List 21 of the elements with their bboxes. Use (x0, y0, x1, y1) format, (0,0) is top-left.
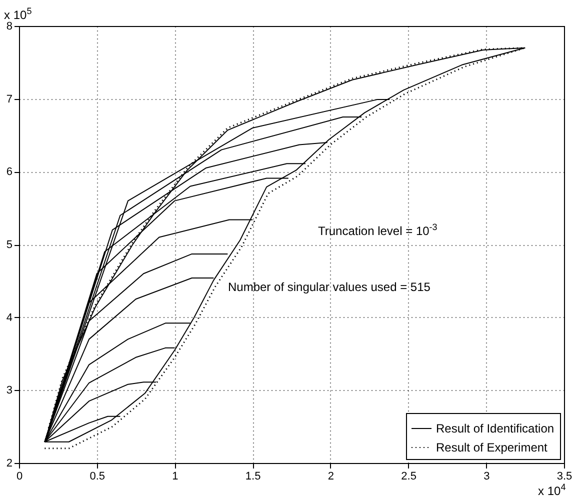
x-tick-label: 0 (16, 470, 23, 482)
y-tick-label: 6 (6, 166, 12, 178)
y-tick-label: 5 (6, 239, 12, 251)
legend-label: Result of Experiment (436, 440, 548, 454)
legend-label: Result of Identification (436, 422, 554, 436)
y-tick-label: 3 (6, 384, 12, 397)
y-tick-label: 4 (6, 312, 12, 324)
x-tick-label: 1 (172, 470, 178, 482)
annotation: Number of singular values used = 515 (228, 280, 430, 294)
y-tick-label: 8 (6, 20, 12, 32)
annotation: Truncation level = 10$^{-3}$ (318, 222, 438, 238)
x-tick-label: 1.5 (245, 470, 261, 482)
text: x 10$^{4}$ (538, 482, 566, 498)
x-tick-label: 0.5 (90, 470, 106, 482)
text: x 10$^{5}$ (4, 6, 32, 22)
x-tick-label: 2.5 (401, 470, 416, 482)
x-tick-label: 3 (484, 470, 490, 482)
x-tick-label: 3.5 (556, 470, 572, 482)
x-tick-label: 2 (328, 470, 334, 482)
y-tick-label: 7 (6, 93, 12, 106)
y-tick-label: 2 (6, 458, 12, 470)
